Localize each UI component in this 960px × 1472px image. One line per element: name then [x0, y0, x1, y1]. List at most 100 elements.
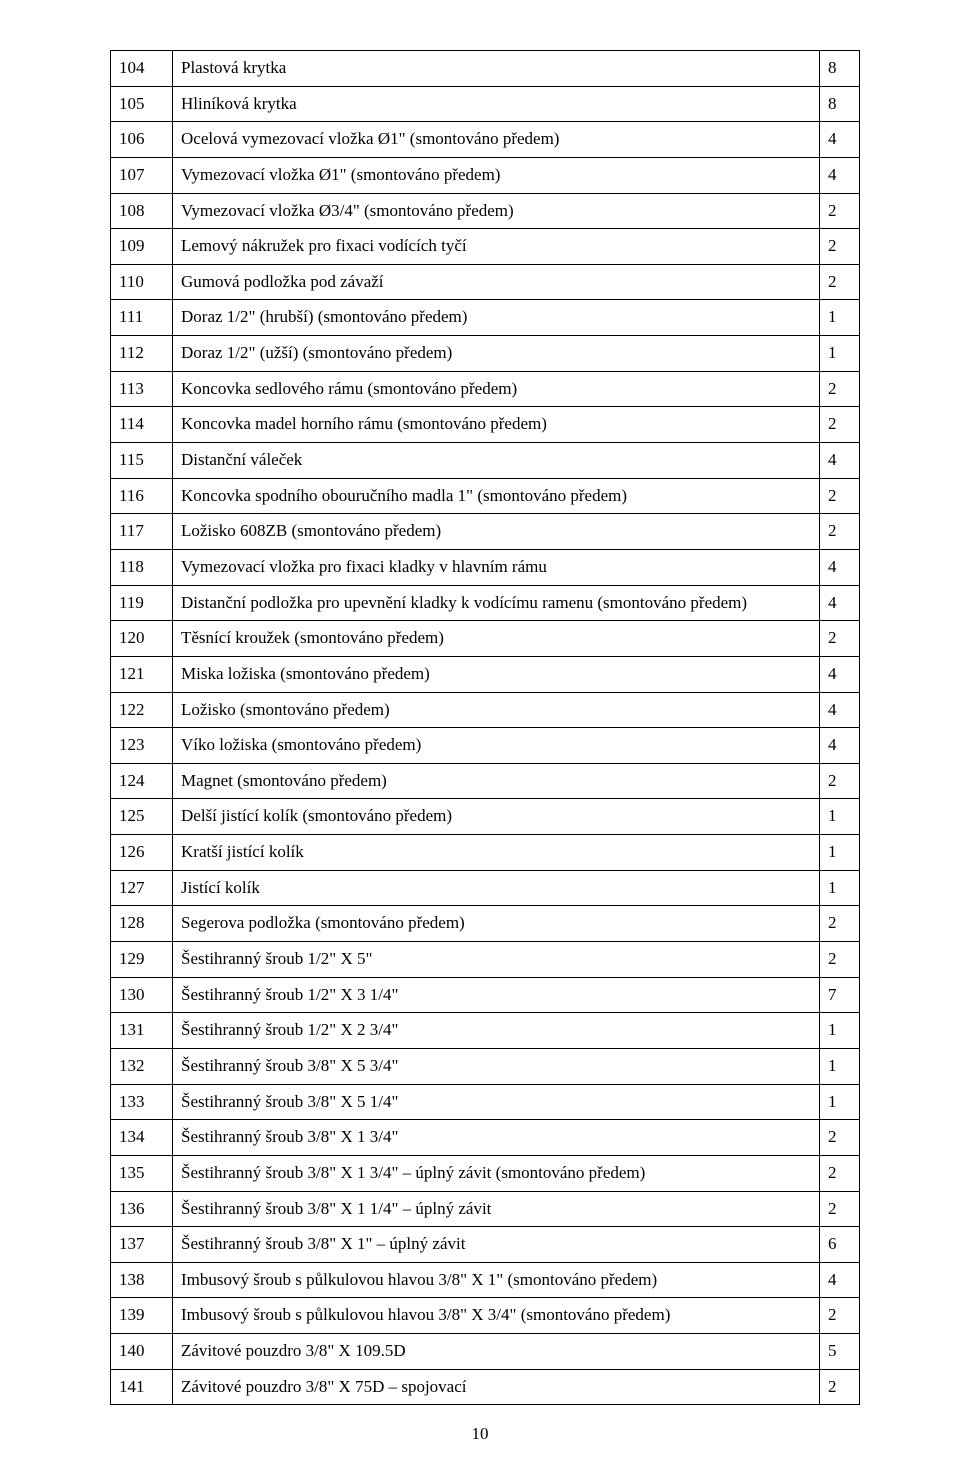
row-description: Ocelová vymezovací vložka Ø1" (smontován… — [173, 122, 820, 158]
row-description: Delší jistící kolík (smontováno předem) — [173, 799, 820, 835]
row-index: 137 — [111, 1227, 173, 1263]
row-description: Doraz 1/2" (užší) (smontováno předem) — [173, 336, 820, 372]
row-qty: 1 — [820, 799, 860, 835]
row-qty: 2 — [820, 942, 860, 978]
row-qty: 1 — [820, 300, 860, 336]
row-index: 115 — [111, 443, 173, 479]
row-qty: 4 — [820, 656, 860, 692]
row-qty: 2 — [820, 514, 860, 550]
row-qty: 2 — [820, 193, 860, 229]
row-index: 113 — [111, 371, 173, 407]
row-qty: 4 — [820, 157, 860, 193]
row-description: Víko ložiska (smontováno předem) — [173, 728, 820, 764]
row-index: 129 — [111, 942, 173, 978]
row-qty: 8 — [820, 86, 860, 122]
row-description: Koncovka sedlového rámu (smontováno před… — [173, 371, 820, 407]
row-description: Šestihranný šroub 1/2" X 2 3/4" — [173, 1013, 820, 1049]
row-description: Imbusový šroub s půlkulovou hlavou 3/8" … — [173, 1298, 820, 1334]
row-index: 111 — [111, 300, 173, 336]
row-qty: 4 — [820, 122, 860, 158]
row-description: Doraz 1/2" (hrubší) (smontováno předem) — [173, 300, 820, 336]
table-row: 106Ocelová vymezovací vložka Ø1" (smonto… — [111, 122, 860, 158]
table-row: 133Šestihranný šroub 3/8" X 5 1/4"1 — [111, 1084, 860, 1120]
row-qty: 8 — [820, 51, 860, 87]
row-qty: 2 — [820, 1155, 860, 1191]
row-index: 108 — [111, 193, 173, 229]
table-row: 130Šestihranný šroub 1/2" X 3 1/4"7 — [111, 977, 860, 1013]
row-index: 136 — [111, 1191, 173, 1227]
table-row: 111Doraz 1/2" (hrubší) (smontováno přede… — [111, 300, 860, 336]
row-qty: 2 — [820, 1298, 860, 1334]
row-qty: 2 — [820, 621, 860, 657]
row-index: 139 — [111, 1298, 173, 1334]
row-index: 112 — [111, 336, 173, 372]
row-description: Těsnící kroužek (smontováno předem) — [173, 621, 820, 657]
row-index: 123 — [111, 728, 173, 764]
row-index: 120 — [111, 621, 173, 657]
row-index: 105 — [111, 86, 173, 122]
row-index: 134 — [111, 1120, 173, 1156]
row-qty: 2 — [820, 371, 860, 407]
row-index: 131 — [111, 1013, 173, 1049]
row-description: Imbusový šroub s půlkulovou hlavou 3/8" … — [173, 1262, 820, 1298]
row-description: Šestihranný šroub 1/2" X 3 1/4" — [173, 977, 820, 1013]
row-index: 107 — [111, 157, 173, 193]
row-index: 138 — [111, 1262, 173, 1298]
row-index: 109 — [111, 229, 173, 265]
table-row: 138Imbusový šroub s půlkulovou hlavou 3/… — [111, 1262, 860, 1298]
row-index: 132 — [111, 1048, 173, 1084]
table-row: 118Vymezovací vložka pro fixaci kladky v… — [111, 549, 860, 585]
row-description: Šestihranný šroub 3/8" X 1 1/4" – úplný … — [173, 1191, 820, 1227]
row-qty: 1 — [820, 1084, 860, 1120]
row-description: Vymezovací vložka pro fixaci kladky v hl… — [173, 549, 820, 585]
row-index: 141 — [111, 1369, 173, 1405]
table-row: 137Šestihranný šroub 3/8" X 1" – úplný z… — [111, 1227, 860, 1263]
row-description: Lemový nákružek pro fixaci vodících tyčí — [173, 229, 820, 265]
table-row: 127Jistící kolík1 — [111, 870, 860, 906]
table-row: 125Delší jistící kolík (smontováno přede… — [111, 799, 860, 835]
table-row: 132Šestihranný šroub 3/8" X 5 3/4"1 — [111, 1048, 860, 1084]
row-description: Koncovka spodního obouručního madla 1" (… — [173, 478, 820, 514]
row-qty: 2 — [820, 407, 860, 443]
row-qty: 1 — [820, 1013, 860, 1049]
row-index: 133 — [111, 1084, 173, 1120]
row-description: Koncovka madel horního rámu (smontováno … — [173, 407, 820, 443]
row-qty: 2 — [820, 229, 860, 265]
table-row: 117Ložisko 608ZB (smontováno předem)2 — [111, 514, 860, 550]
table-row: 122Ložisko (smontováno předem)4 — [111, 692, 860, 728]
table-row: 128Segerova podložka (smontováno předem)… — [111, 906, 860, 942]
parts-table: 104Plastová krytka8105Hliníková krytka81… — [110, 50, 860, 1405]
row-qty: 2 — [820, 1191, 860, 1227]
row-description: Plastová krytka — [173, 51, 820, 87]
row-qty: 2 — [820, 763, 860, 799]
row-description: Závitové pouzdro 3/8" X 75D – spojovací — [173, 1369, 820, 1405]
table-row: 139Imbusový šroub s půlkulovou hlavou 3/… — [111, 1298, 860, 1334]
row-index: 140 — [111, 1334, 173, 1370]
row-index: 124 — [111, 763, 173, 799]
table-row: 108Vymezovací vložka Ø3/4" (smontováno p… — [111, 193, 860, 229]
table-row: 113Koncovka sedlového rámu (smontováno p… — [111, 371, 860, 407]
table-row: 135Šestihranný šroub 3/8" X 1 3/4" – úpl… — [111, 1155, 860, 1191]
table-row: 124Magnet (smontováno předem)2 — [111, 763, 860, 799]
row-qty: 4 — [820, 443, 860, 479]
row-index: 114 — [111, 407, 173, 443]
row-qty: 1 — [820, 835, 860, 871]
row-qty: 6 — [820, 1227, 860, 1263]
row-description: Ložisko 608ZB (smontováno předem) — [173, 514, 820, 550]
row-description: Kratší jistící kolík — [173, 835, 820, 871]
table-row: 116Koncovka spodního obouručního madla 1… — [111, 478, 860, 514]
row-description: Segerova podložka (smontováno předem) — [173, 906, 820, 942]
row-description: Šestihranný šroub 3/8" X 1 3/4" – úplný … — [173, 1155, 820, 1191]
row-qty: 4 — [820, 549, 860, 585]
table-row: 115Distanční váleček4 — [111, 443, 860, 479]
row-description: Šestihranný šroub 3/8" X 5 1/4" — [173, 1084, 820, 1120]
row-qty: 5 — [820, 1334, 860, 1370]
row-description: Vymezovací vložka Ø1" (smontováno předem… — [173, 157, 820, 193]
row-description: Miska ložiska (smontováno předem) — [173, 656, 820, 692]
page-number: 10 — [0, 1424, 960, 1444]
row-description: Distanční váleček — [173, 443, 820, 479]
page: 104Plastová krytka8105Hliníková krytka81… — [0, 0, 960, 1472]
row-description: Šestihranný šroub 3/8" X 1 3/4" — [173, 1120, 820, 1156]
row-description: Závitové pouzdro 3/8" X 109.5D — [173, 1334, 820, 1370]
row-qty: 2 — [820, 906, 860, 942]
